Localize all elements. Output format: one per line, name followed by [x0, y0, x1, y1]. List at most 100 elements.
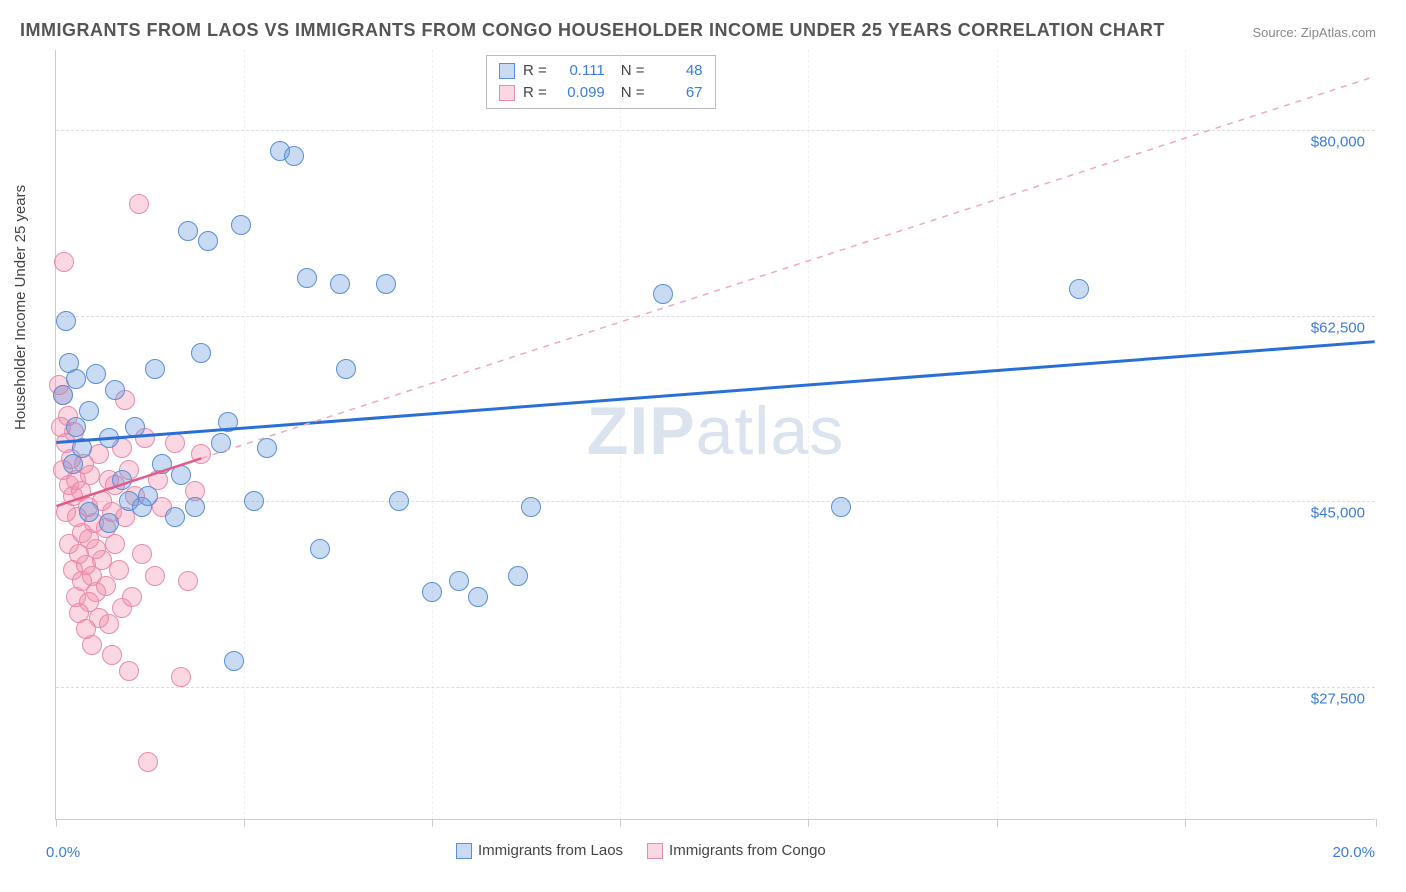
scatter-point — [125, 417, 145, 437]
x-tick-mark — [1376, 819, 1377, 827]
scatter-point — [105, 380, 125, 400]
scatter-point — [165, 507, 185, 527]
scatter-point — [198, 231, 218, 251]
legend-swatch-congo — [499, 85, 515, 101]
scatter-point — [138, 486, 158, 506]
scatter-point — [171, 667, 191, 687]
legend-swatch-laos — [456, 843, 472, 859]
scatter-point — [63, 454, 83, 474]
scatter-point — [244, 491, 264, 511]
scatter-point — [831, 497, 851, 517]
scatter-point — [99, 513, 119, 533]
scatter-point — [171, 465, 191, 485]
legend-swatch-laos — [499, 63, 515, 79]
scatter-point — [310, 539, 330, 559]
scatter-point — [178, 221, 198, 241]
scatter-point — [86, 364, 106, 384]
scatter-point — [79, 401, 99, 421]
gridline-v — [244, 50, 245, 819]
gridline-h — [56, 687, 1375, 688]
legend-series: Immigrants from Laos Immigrants from Con… — [456, 842, 826, 859]
scatter-point — [653, 284, 673, 304]
scatter-point — [79, 502, 99, 522]
scatter-point — [224, 651, 244, 671]
scatter-point — [389, 491, 409, 511]
watermark-atlas: atlas — [696, 393, 845, 469]
scatter-point — [119, 661, 139, 681]
plot-area: ZIPatlas R = 0.111 N = 48 R = 0.099 N = … — [55, 50, 1375, 820]
legend-n-value-laos: 48 — [653, 60, 703, 82]
scatter-point — [56, 311, 76, 331]
x-tick-mark — [244, 819, 245, 827]
legend-r-value-laos: 0.111 — [555, 60, 605, 82]
legend-item-laos: Immigrants from Laos — [456, 842, 623, 859]
legend-n-label: N = — [621, 82, 645, 104]
scatter-point — [257, 438, 277, 458]
legend-stats-row-laos: R = 0.111 N = 48 — [499, 60, 703, 82]
legend-swatch-congo — [647, 843, 663, 859]
scatter-point — [231, 215, 251, 235]
source-label: Source: ZipAtlas.com — [1252, 25, 1376, 40]
scatter-point — [54, 252, 74, 272]
scatter-point — [109, 560, 129, 580]
y-tick-label: $80,000 — [1311, 133, 1365, 150]
trend-line — [56, 342, 1374, 443]
scatter-point — [99, 428, 119, 448]
scatter-point — [191, 444, 211, 464]
scatter-point — [132, 544, 152, 564]
gridline-v — [997, 50, 998, 819]
y-axis-title: Householder Income Under 25 years — [12, 185, 29, 430]
scatter-point — [284, 146, 304, 166]
legend-label-congo: Immigrants from Congo — [669, 842, 826, 859]
scatter-point — [1069, 279, 1089, 299]
scatter-point — [53, 385, 73, 405]
legend-stats-row-congo: R = 0.099 N = 67 — [499, 82, 703, 104]
legend-label-laos: Immigrants from Laos — [478, 842, 623, 859]
x-tick-mark — [808, 819, 809, 827]
x-tick-mark — [1185, 819, 1186, 827]
gridline-v — [1185, 50, 1186, 819]
chart-title: IMMIGRANTS FROM LAOS VS IMMIGRANTS FROM … — [20, 20, 1165, 41]
scatter-point — [521, 497, 541, 517]
scatter-point — [376, 274, 396, 294]
scatter-point — [152, 454, 172, 474]
legend-n-value-congo: 67 — [653, 82, 703, 104]
scatter-point — [96, 576, 116, 596]
x-min-label: 0.0% — [46, 844, 80, 861]
legend-stats: R = 0.111 N = 48 R = 0.099 N = 67 — [486, 55, 716, 109]
y-tick-label: $45,000 — [1311, 505, 1365, 522]
legend-r-label: R = — [523, 60, 547, 82]
legend-n-label: N = — [621, 60, 645, 82]
gridline-h — [56, 130, 1375, 131]
scatter-point — [145, 566, 165, 586]
gridline-h — [56, 316, 1375, 317]
scatter-point — [66, 369, 86, 389]
scatter-point — [112, 470, 132, 490]
legend-r-label: R = — [523, 82, 547, 104]
watermark-zip: ZIP — [587, 393, 696, 469]
legend-r-value-congo: 0.099 — [555, 82, 605, 104]
gridline-v — [432, 50, 433, 819]
scatter-point — [330, 274, 350, 294]
scatter-point — [165, 433, 185, 453]
scatter-point — [145, 359, 165, 379]
gridline-v — [620, 50, 621, 819]
y-tick-label: $27,500 — [1311, 691, 1365, 708]
scatter-point — [80, 465, 100, 485]
scatter-point — [105, 534, 125, 554]
scatter-point — [82, 635, 102, 655]
gridline-v — [808, 50, 809, 819]
trend-overlay — [56, 50, 1375, 819]
x-tick-mark — [997, 819, 998, 827]
scatter-point — [422, 582, 442, 602]
x-tick-mark — [56, 819, 57, 827]
scatter-point — [122, 587, 142, 607]
scatter-point — [191, 343, 211, 363]
y-tick-label: $62,500 — [1311, 319, 1365, 336]
scatter-point — [99, 614, 119, 634]
x-tick-mark — [432, 819, 433, 827]
scatter-point — [102, 645, 122, 665]
scatter-point — [185, 497, 205, 517]
scatter-point — [468, 587, 488, 607]
scatter-point — [66, 417, 86, 437]
